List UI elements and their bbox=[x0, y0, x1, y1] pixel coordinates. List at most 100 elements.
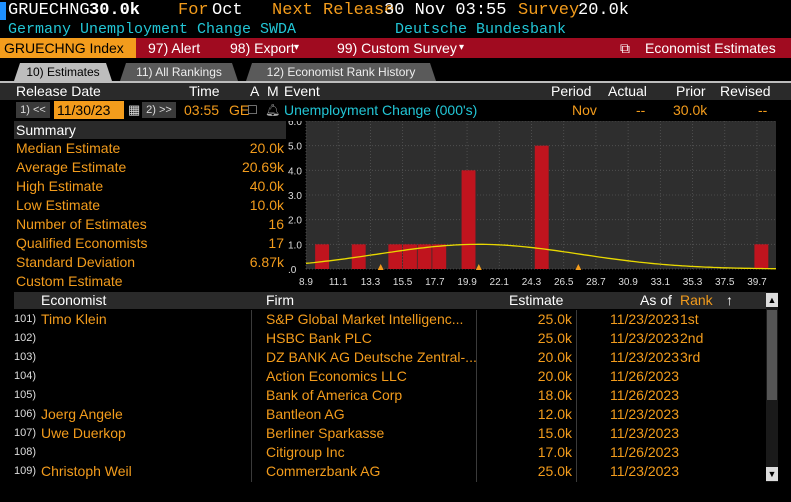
table-row[interactable]: 102) HSBC Bank PLC 25.0k 11/23/2023 2nd bbox=[14, 329, 766, 348]
firm-name[interactable]: Berliner Sparkasse bbox=[266, 425, 385, 441]
scroll-up-arrow[interactable]: ▲ bbox=[766, 293, 778, 307]
col-estimate[interactable]: Estimate bbox=[509, 292, 564, 308]
alert-check-icon[interactable]: ☐ bbox=[247, 103, 258, 117]
export-button[interactable]: 98) Export bbox=[230, 40, 295, 56]
rank-value: 1st bbox=[680, 311, 699, 327]
security-header: GRUECHNG 30.0k For Oct Next Release 30 N… bbox=[0, 0, 791, 22]
column-divider bbox=[576, 310, 577, 482]
header-revised: Revised bbox=[720, 83, 771, 99]
x-tick-label: 15.5 bbox=[393, 277, 413, 288]
summary-row: Median Estimate 20.0k bbox=[14, 139, 284, 158]
x-tick-label: 30.9 bbox=[618, 277, 638, 288]
col-rank[interactable]: Rank bbox=[680, 292, 713, 308]
release-prior: 30.0k bbox=[673, 102, 708, 118]
source: Deutsche Bundesbank bbox=[395, 21, 567, 38]
x-axis-labels: 8.9 11.1 13.3 15.5 17.7 19.9 22.1 24.3 26.5 28.7 3… bbox=[299, 277, 767, 288]
table-row[interactable]: 109) Christoph Weil Commerzbank AG 25.0k 11/… bbox=[14, 462, 766, 481]
asof-date: 11/26/2023 bbox=[609, 368, 679, 384]
summary-value: 20.0k bbox=[249, 140, 284, 156]
summary-label: Qualified Economists bbox=[16, 235, 148, 251]
index-label[interactable]: GRUECHNG Index bbox=[0, 38, 136, 58]
x-tick-label: 37.5 bbox=[715, 277, 735, 288]
firm-name[interactable]: Commerzbank AG bbox=[266, 463, 381, 479]
firm-name[interactable]: Citigroup Inc bbox=[266, 444, 345, 460]
y-tick-label: 2.0 bbox=[288, 216, 302, 227]
prev-release-button[interactable]: 1) << bbox=[16, 102, 50, 118]
sort-ascending-icon[interactable]: ↑ bbox=[726, 292, 733, 308]
estimate-value: 15.0k bbox=[537, 425, 572, 441]
economist-name[interactable]: Christoph Weil bbox=[41, 463, 132, 479]
summary-row: High Estimate 40.0k bbox=[14, 177, 284, 196]
summary-label: Median Estimate bbox=[16, 140, 121, 156]
y-tick-label: 6.0 bbox=[288, 121, 302, 128]
firm-name[interactable]: HSBC Bank PLC bbox=[266, 330, 372, 346]
firm-name[interactable]: Bank of America Corp bbox=[266, 387, 403, 403]
summary-value: 20.69k bbox=[241, 159, 284, 175]
economist-estimates-button[interactable]: Economist Estimates bbox=[645, 40, 776, 56]
x-tick-label: 33.1 bbox=[651, 277, 671, 288]
scroll-down-arrow[interactable]: ▼ bbox=[766, 467, 778, 481]
estimate-marker bbox=[475, 264, 482, 270]
histogram-bar bbox=[388, 244, 403, 269]
y-tick-label: 3.0 bbox=[288, 191, 302, 202]
col-firm[interactable]: Firm bbox=[266, 292, 294, 308]
firm-name[interactable]: DZ BANK AG Deutsche Zentral-... bbox=[266, 349, 477, 365]
for-label: For bbox=[178, 1, 209, 20]
asof-date: 11/23/2023 bbox=[609, 311, 679, 327]
release-date-input[interactable]: 11/30/23 bbox=[54, 101, 124, 119]
estimates-table-header: Economist Firm Estimate As of Rank ↑ bbox=[14, 292, 778, 309]
bell-icon[interactable]: 🔔︎ bbox=[265, 103, 281, 117]
summary-row: Qualified Economists 17 bbox=[14, 234, 284, 253]
custom-survey-button[interactable]: 99) Custom Survey bbox=[337, 40, 457, 56]
header-event: Event bbox=[284, 83, 320, 99]
histogram-bars bbox=[315, 145, 769, 269]
calendar-icon[interactable]: ▦ bbox=[128, 102, 141, 117]
economist-name[interactable]: Uwe Duerkop bbox=[41, 425, 126, 441]
col-economist[interactable]: Economist bbox=[41, 292, 107, 308]
table-row[interactable]: 103) DZ BANK AG Deutsche Zentral-... 20.0k… bbox=[14, 348, 766, 367]
tab-economist-rank-history[interactable]: 12) Economist Rank History bbox=[246, 63, 436, 81]
estimate-value: 20.0k bbox=[537, 349, 572, 365]
row-number: 104) bbox=[14, 370, 37, 382]
export-dropdown-icon[interactable]: ▾ bbox=[294, 42, 300, 53]
asof-date: 11/23/2023 bbox=[609, 406, 679, 422]
histogram-bar bbox=[461, 170, 476, 269]
ticker[interactable]: GRUECHNG bbox=[8, 1, 90, 20]
table-row[interactable]: 104) Action Economics LLC 20.0k 11/26/2023 bbox=[14, 367, 766, 386]
col-asof[interactable]: As of bbox=[640, 292, 672, 308]
table-row[interactable]: 107) Uwe Duerkop Berliner Sparkasse 15.0k 11… bbox=[14, 424, 766, 443]
summary-value: 10.0k bbox=[249, 197, 284, 213]
table-row[interactable]: 101) Timo Klein S&P Global Market Intellig… bbox=[14, 310, 766, 329]
summary-label: Number of Estimates bbox=[16, 216, 147, 232]
table-scrollbar[interactable]: ▲ ▼ bbox=[766, 292, 778, 482]
histogram-bar bbox=[754, 244, 769, 269]
next-release-value: 30 Nov 03:55 bbox=[384, 1, 507, 20]
firm-name[interactable]: Bantleon AG bbox=[266, 406, 345, 422]
firm-name[interactable]: S&P Global Market Intelligenc... bbox=[266, 311, 464, 327]
scroll-thumb[interactable] bbox=[767, 310, 777, 400]
release-revised: -- bbox=[758, 102, 768, 118]
release-event[interactable]: Unemployment Change (000's) bbox=[284, 102, 478, 118]
external-link-icon[interactable]: ⧉ bbox=[620, 40, 630, 56]
table-row[interactable]: 105) Bank of America Corp 18.0k 11/26/2023 bbox=[14, 386, 766, 405]
summary-value: 6.87k bbox=[249, 254, 284, 270]
y-axis-labels: 6.0 5.0 4.0 3.0 2.0 1.0 .0 bbox=[288, 121, 302, 276]
rank-value: 3rd bbox=[680, 349, 701, 365]
header-actual: Actual bbox=[608, 83, 647, 99]
firm-name[interactable]: Action Economics LLC bbox=[266, 368, 407, 384]
table-row[interactable]: 108) Citigroup Inc 17.0k 11/26/2023 bbox=[14, 443, 766, 462]
header-time: Time bbox=[189, 83, 220, 99]
header-a: A bbox=[250, 83, 260, 99]
alert-button[interactable]: 97) Alert bbox=[148, 40, 201, 56]
next-release-button[interactable]: 2) >> bbox=[142, 102, 176, 118]
tab-estimates[interactable]: 10) Estimates bbox=[14, 63, 112, 81]
tab-all-rankings[interactable]: 11) All Rankings bbox=[120, 63, 238, 81]
row-number: 105) bbox=[14, 389, 37, 401]
next-release-label: Next Release bbox=[272, 1, 395, 20]
custom-survey-dropdown-icon[interactable]: ▾ bbox=[459, 42, 465, 53]
economist-name[interactable]: Joerg Angele bbox=[41, 406, 123, 422]
tab-divider bbox=[0, 81, 791, 83]
release-header: Release Date Time A M Event Period Actua… bbox=[0, 83, 791, 100]
economist-name[interactable]: Timo Klein bbox=[41, 311, 107, 327]
table-row[interactable]: 106) Joerg Angele Bantleon AG 12.0k 11/23/20… bbox=[14, 405, 766, 424]
